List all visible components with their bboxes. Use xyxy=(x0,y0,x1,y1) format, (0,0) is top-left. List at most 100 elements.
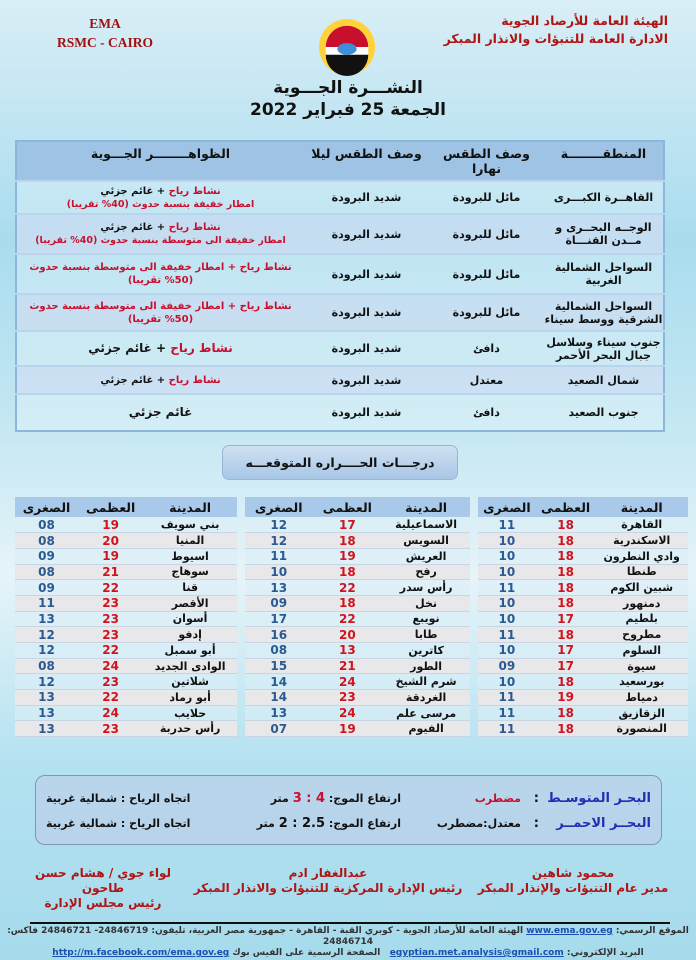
city: الزقازيق xyxy=(595,705,688,722)
region: السواحل الشمالية الغربية xyxy=(544,253,664,294)
min-temp: 08 xyxy=(245,642,313,659)
phenomena-red: نشاط رياح + امطار خفيفة الى متوسطة بنسبة… xyxy=(29,262,292,286)
city: مرسى علم xyxy=(382,705,470,722)
temperature-row: بورسعيد 18 10 xyxy=(478,673,688,691)
max-temp: 21 xyxy=(78,564,144,581)
temperature-row: العريش 19 11 xyxy=(245,548,470,565)
temperature-row: سوهاج 21 08 xyxy=(15,564,237,581)
temperature-row: نويبع 22 17 xyxy=(245,611,470,628)
city: شرم الشيخ xyxy=(382,673,470,691)
phenomena-black: + غائم جزئي xyxy=(100,222,166,233)
min-temp: 12 xyxy=(15,673,79,691)
wave-unit: متر xyxy=(270,792,289,805)
city: إدفو xyxy=(143,626,237,643)
max-temp: 22 xyxy=(78,642,144,659)
wind-direction: اتجاه الرياح : شمالية غربية xyxy=(46,792,191,805)
min-temp: 09 xyxy=(15,548,79,565)
city: الاسكندرية xyxy=(595,532,688,549)
city: دمنهور xyxy=(595,595,688,612)
max-temp: 17 xyxy=(535,642,596,659)
max-temp: 23 xyxy=(78,626,144,643)
max-temp: 23 xyxy=(78,720,144,738)
bulletin-title: النشـــرة الجـــوية xyxy=(273,78,423,98)
temperature-row: رأس سدر 22 13 xyxy=(245,579,470,596)
day-weather: دافئ xyxy=(429,393,544,431)
temperature-row: بلطيم 17 10 xyxy=(478,611,688,628)
city: كاترين xyxy=(382,642,470,659)
forecast-row: جنوب الصعيد دافئ شديد البرودة غائم جزئي xyxy=(16,393,664,431)
en-line-1: EMA xyxy=(89,16,121,31)
org-name-en: EMA RSMC - CAIRO xyxy=(40,14,170,52)
city: شلاتين xyxy=(143,673,237,691)
ema-logo xyxy=(318,18,376,76)
temperature-row: وادي النطرون 18 10 xyxy=(478,548,688,565)
temperature-row: كاترين 13 08 xyxy=(245,642,470,659)
temperature-row: الطور 21 15 xyxy=(245,658,470,675)
min-temp: 13 xyxy=(15,705,79,722)
night-weather: شديد البرودة xyxy=(304,213,429,254)
temperatures-title: درجـــات الحــــراره المتوقعـــه xyxy=(222,445,458,480)
min-temp: 11 xyxy=(478,626,536,643)
max-temp: 22 xyxy=(312,579,383,596)
night-weather: شديد البرودة xyxy=(304,293,429,331)
signature-2: عبدالغفار ادم رئيس الإدارة المركزية للتنب… xyxy=(188,866,468,911)
signature-role: رئيس الإدارة المركزية للتنبؤات والانذار … xyxy=(193,881,463,895)
sea-state: معتدل:مضطرب xyxy=(436,817,521,830)
temperature-row: أبو رماد 22 13 xyxy=(15,689,237,706)
city: بورسعيد xyxy=(595,673,688,691)
temperature-row: طابا 20 16 xyxy=(245,626,470,643)
colon: : xyxy=(533,791,539,806)
website-link[interactable]: www.ema.gov.eg xyxy=(526,926,613,936)
min-temp: 08 xyxy=(15,532,79,549)
phenomena: نشاط رياح + غائم جزئي xyxy=(16,330,304,366)
max-temp: 22 xyxy=(312,611,383,628)
temperature-row: حلايب 24 13 xyxy=(15,705,237,722)
min-temp: 10 xyxy=(478,595,536,612)
temperature-row: إدفو 23 12 xyxy=(15,626,237,643)
sea-name: البحــر الاحمــر xyxy=(556,816,651,831)
min-temp: 10 xyxy=(478,611,536,628)
max-temp: 18 xyxy=(535,720,596,738)
max-temp: 18 xyxy=(535,579,596,596)
email-link[interactable]: egyptian.met.analysis@gmail.com xyxy=(389,948,564,958)
temperature-row: شبين الكوم 18 11 xyxy=(478,579,688,596)
max-temp: 20 xyxy=(78,532,144,549)
min-temp: 13 xyxy=(245,705,313,722)
day-weather: مائل للبرودة xyxy=(429,253,544,294)
max-temp: 19 xyxy=(535,689,596,706)
min-temp: 12 xyxy=(15,642,79,659)
phenomena-red: نشاط رياح xyxy=(168,374,221,386)
wave-label: ارتفاع الموج: xyxy=(328,817,401,830)
wave-height: 2 : 2.5 xyxy=(278,816,326,831)
sea-name: البحـر المتوسـط xyxy=(547,791,651,806)
temperature-row: السلوم 17 10 xyxy=(478,642,688,659)
min-temp: 11 xyxy=(15,595,79,612)
phenomena: غائم جزئي xyxy=(16,393,304,431)
phenomena-red: نشاط رياح xyxy=(168,185,221,197)
bulletin-date: الجمعة 25 فبراير 2022 xyxy=(250,100,446,120)
city: وادي النطرون xyxy=(595,548,688,565)
max-temp: 18 xyxy=(535,626,596,643)
min-temp: 11 xyxy=(478,517,536,534)
col-max: العظمى xyxy=(312,497,383,517)
phenomena: نشاط رياح + امطار خفيفة الى متوسطة بنسبة… xyxy=(16,293,304,331)
signature-role: رئيس مجلس الإدارة xyxy=(44,896,162,910)
temperature-table-upper-egypt: المدينة العظمى الصغرى بني سويف 19 08 المنيا 20 0… xyxy=(15,497,237,738)
min-temp: 09 xyxy=(245,595,313,612)
city: رأس حدربة xyxy=(143,720,237,738)
max-temp: 18 xyxy=(312,532,383,549)
phenomena: نشاط رياح + امطار خفيفة الى متوسطة بنسبة… xyxy=(16,253,304,294)
city: أبو رماد xyxy=(143,689,237,706)
forecast-table: المنطقــــــــة وصف الطقس نهارا وصف الطق… xyxy=(15,140,665,432)
facebook-link[interactable]: http://m.facebook.com/ema.gov.eg xyxy=(52,948,230,958)
phenomena-red: نشاط رياح xyxy=(168,222,221,233)
wave-label: ارتفاع الموج: xyxy=(328,792,401,805)
city: نخل xyxy=(382,595,470,612)
temperature-row: القاهرة 18 11 xyxy=(478,517,688,534)
min-temp: 12 xyxy=(15,626,79,643)
max-temp: 19 xyxy=(78,548,144,565)
min-temp: 08 xyxy=(15,658,79,675)
footer-line-2: البريد الإلكتروني: egyptian.met.analysis… xyxy=(4,948,692,959)
min-temp: 08 xyxy=(15,517,79,534)
min-temp: 16 xyxy=(245,626,313,643)
